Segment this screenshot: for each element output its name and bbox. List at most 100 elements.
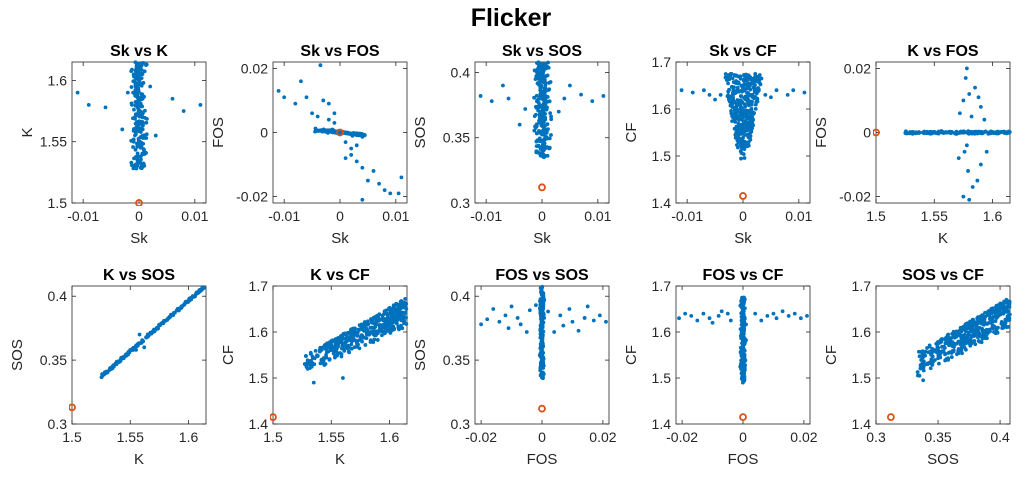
y-tick-label: 1.5 bbox=[652, 148, 672, 164]
data-point bbox=[506, 326, 511, 331]
data-point bbox=[738, 94, 743, 98]
data-point bbox=[135, 120, 139, 124]
data-point bbox=[536, 105, 540, 110]
data-point bbox=[759, 318, 764, 323]
x-tick-label: 0.01 bbox=[584, 208, 611, 224]
x-tick-label: 1.55 bbox=[117, 429, 144, 445]
data-point bbox=[798, 316, 803, 321]
data-point bbox=[535, 67, 540, 72]
y-tick-label: 1.5 bbox=[249, 370, 269, 386]
data-point bbox=[136, 341, 141, 346]
data-point bbox=[332, 120, 337, 125]
data-point bbox=[967, 92, 972, 96]
data-point bbox=[739, 151, 744, 156]
data-point bbox=[928, 366, 933, 371]
points-layer bbox=[69, 285, 206, 412]
data-point bbox=[137, 97, 142, 101]
y-tick-label: 1.7 bbox=[652, 54, 672, 70]
data-point bbox=[743, 139, 747, 144]
data-point bbox=[524, 330, 529, 334]
data-point bbox=[364, 330, 369, 335]
data-point bbox=[372, 325, 377, 330]
x-tick-label: 1.6 bbox=[380, 429, 400, 445]
points-layer bbox=[886, 297, 1012, 422]
data-point bbox=[388, 317, 393, 322]
points-layer bbox=[679, 71, 807, 200]
data-point bbox=[713, 97, 717, 102]
data-point bbox=[323, 362, 328, 366]
data-point bbox=[138, 126, 143, 131]
subplot-title: Sk vs K bbox=[110, 43, 168, 60]
data-point bbox=[956, 130, 961, 135]
data-point bbox=[731, 89, 736, 93]
data-point bbox=[137, 141, 142, 146]
data-point bbox=[385, 329, 390, 333]
data-point bbox=[741, 126, 746, 130]
data-point bbox=[314, 128, 319, 133]
data-point bbox=[785, 93, 790, 97]
data-point bbox=[398, 316, 403, 321]
data-point bbox=[536, 100, 541, 105]
data-point bbox=[683, 311, 688, 316]
data-point bbox=[527, 308, 532, 313]
data-point bbox=[961, 98, 966, 103]
data-point bbox=[541, 131, 546, 136]
data-point bbox=[1007, 299, 1012, 304]
data-point bbox=[725, 94, 730, 98]
data-point bbox=[993, 319, 998, 324]
data-point bbox=[331, 351, 336, 356]
x-tick-label: 0 bbox=[739, 429, 747, 445]
subplot-title: Sk vs SOS bbox=[502, 43, 582, 60]
data-point bbox=[541, 342, 545, 346]
data-point bbox=[966, 169, 970, 173]
y-axis-label: SOS bbox=[9, 339, 26, 371]
data-point bbox=[946, 342, 951, 346]
data-point bbox=[343, 156, 348, 161]
data-point bbox=[135, 74, 140, 79]
x-tick-label: 0 bbox=[538, 208, 546, 224]
y-axis-label: CF bbox=[823, 345, 840, 365]
data-point bbox=[136, 89, 141, 94]
data-point bbox=[540, 359, 545, 363]
data-point bbox=[352, 330, 357, 334]
data-point bbox=[964, 143, 969, 148]
data-point bbox=[540, 116, 545, 121]
reference-point bbox=[538, 183, 546, 192]
data-point bbox=[349, 339, 354, 344]
data-point bbox=[121, 354, 126, 359]
data-point bbox=[741, 87, 746, 92]
data-point bbox=[734, 110, 739, 115]
y-tick-label: 1.4 bbox=[652, 195, 672, 211]
x-tick-label: 1.6 bbox=[179, 429, 199, 445]
data-point bbox=[103, 105, 108, 110]
x-tick-label: -0.01 bbox=[470, 208, 502, 224]
data-point bbox=[304, 354, 308, 358]
subplot-title: SOS vs CF bbox=[902, 267, 984, 284]
data-point bbox=[917, 130, 921, 134]
data-point bbox=[403, 311, 408, 315]
data-point bbox=[138, 64, 143, 69]
data-point bbox=[276, 88, 281, 93]
data-point bbox=[133, 147, 138, 152]
data-point bbox=[131, 145, 135, 149]
y-tick-label: 1.6 bbox=[48, 72, 68, 88]
data-point bbox=[140, 151, 145, 156]
data-point bbox=[539, 62, 544, 67]
data-point bbox=[377, 312, 382, 317]
data-point bbox=[543, 83, 548, 87]
data-point bbox=[103, 370, 108, 374]
reference-point bbox=[886, 413, 895, 422]
data-point bbox=[533, 124, 537, 129]
data-point bbox=[748, 122, 753, 126]
data-point bbox=[950, 344, 955, 349]
data-point bbox=[139, 83, 144, 88]
data-point bbox=[986, 310, 991, 314]
data-point bbox=[306, 361, 311, 366]
data-point bbox=[325, 346, 330, 350]
data-point bbox=[915, 370, 920, 374]
data-point bbox=[380, 323, 385, 328]
data-point bbox=[556, 109, 561, 114]
data-point bbox=[961, 336, 966, 341]
data-point bbox=[293, 101, 298, 106]
